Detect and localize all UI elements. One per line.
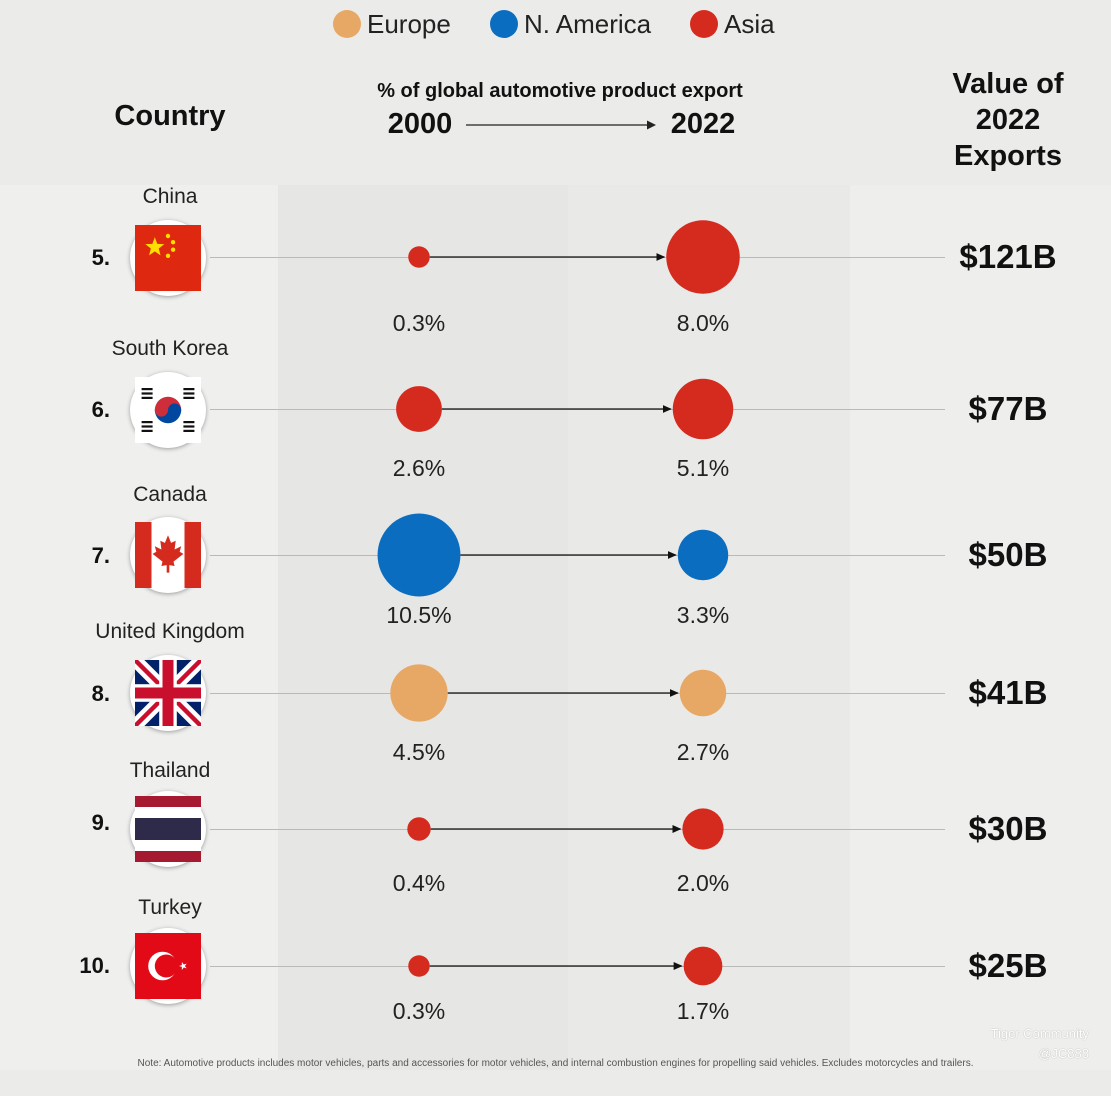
- footnote: Note: Automotive products includes motor…: [137, 1058, 974, 1069]
- pct-2022-label: 2.0%: [676, 870, 730, 896]
- thailand-flag-icon: [130, 791, 206, 867]
- country-name: South Korea: [111, 337, 229, 360]
- asia-dot-icon: [690, 10, 718, 38]
- pct-2022-label: 1.7%: [676, 998, 730, 1024]
- dot-2022: [683, 946, 723, 986]
- south-korea-flag-icon: [130, 372, 206, 448]
- country-name: United Kingdom: [95, 620, 245, 643]
- watermark: Tiger Community @JC888: [991, 1024, 1089, 1064]
- pct-2000-label: 2.6%: [392, 455, 446, 481]
- china-flag-icon: [130, 220, 206, 296]
- dot-2022: [677, 529, 729, 581]
- background-band: [850, 185, 1111, 1070]
- export-value: $41B: [968, 674, 1048, 711]
- dot-2022: [666, 220, 740, 294]
- pct-2000-label: 4.5%: [392, 739, 446, 765]
- metric-header: % of global automotive product export: [377, 80, 743, 102]
- background-band: [568, 185, 850, 1070]
- dot-2022: [679, 669, 727, 717]
- dot-2000: [396, 386, 442, 432]
- export-value: $50B: [968, 536, 1048, 573]
- rank-label: 9.: [91, 810, 110, 835]
- dot-2000: [390, 664, 448, 722]
- value-header-line: Exports: [954, 140, 1062, 172]
- year-2000-header: 2000: [387, 108, 453, 140]
- dot-2000: [407, 817, 431, 841]
- pct-2022-label: 2.7%: [676, 739, 730, 765]
- north-america-dot-icon: [490, 10, 518, 38]
- legend-label: Europe: [367, 8, 451, 39]
- country-name: China: [142, 185, 198, 208]
- country-header: Country: [114, 100, 226, 132]
- dot-2022: [682, 808, 724, 850]
- pct-2022-label: 5.1%: [676, 455, 730, 481]
- pct-2000-label: 0.3%: [392, 998, 446, 1024]
- dot-2000: [377, 513, 461, 597]
- rank-label: 8.: [91, 681, 110, 706]
- header-arrow-icon: [466, 120, 656, 130]
- value-header-line: 2022: [975, 104, 1041, 136]
- legend: Europe N. America Asia: [0, 6, 1111, 42]
- pct-2000-label: 0.4%: [392, 870, 446, 896]
- pct-2022-label: 8.0%: [676, 310, 730, 336]
- background-band: [278, 185, 568, 1070]
- rank-label: 7.: [91, 543, 110, 568]
- legend-item-europe: Europe: [333, 6, 451, 42]
- rank-label: 6.: [91, 397, 110, 422]
- export-value: $30B: [968, 810, 1048, 847]
- pct-2000-label: 0.3%: [392, 310, 446, 336]
- country-name: Turkey: [138, 896, 202, 919]
- turkey-flag-icon: [130, 928, 206, 1004]
- europe-dot-icon: [333, 10, 361, 38]
- legend-label: Asia: [724, 8, 775, 39]
- export-value: $25B: [968, 947, 1048, 984]
- legend-item-asia: Asia: [690, 6, 775, 42]
- value-header-line: Value of: [952, 68, 1064, 100]
- uk-flag-icon: [130, 655, 206, 731]
- dot-2022: [672, 378, 734, 440]
- pct-2000-label: 10.5%: [386, 602, 452, 628]
- watermark-line: Tiger Community: [990, 1026, 1089, 1041]
- canada-flag-icon: [130, 517, 206, 593]
- dot-2000: [408, 955, 430, 977]
- watermark-line: @JC888: [1038, 1046, 1089, 1061]
- legend-item-north-america: N. America: [490, 6, 651, 42]
- rank-label: 10.: [79, 953, 110, 978]
- pct-2022-label: 3.3%: [676, 602, 730, 628]
- export-value: $121B: [959, 238, 1057, 275]
- country-name: Thailand: [129, 759, 211, 782]
- value-header: Value of 2022 Exports: [918, 66, 1098, 174]
- background-band: [0, 185, 278, 1070]
- rank-label: 5.: [91, 245, 110, 270]
- dot-2000: [408, 246, 430, 268]
- export-value: $77B: [968, 390, 1048, 427]
- year-2022-header: 2022: [670, 108, 736, 140]
- legend-label: N. America: [524, 8, 652, 39]
- country-name: Canada: [133, 483, 207, 506]
